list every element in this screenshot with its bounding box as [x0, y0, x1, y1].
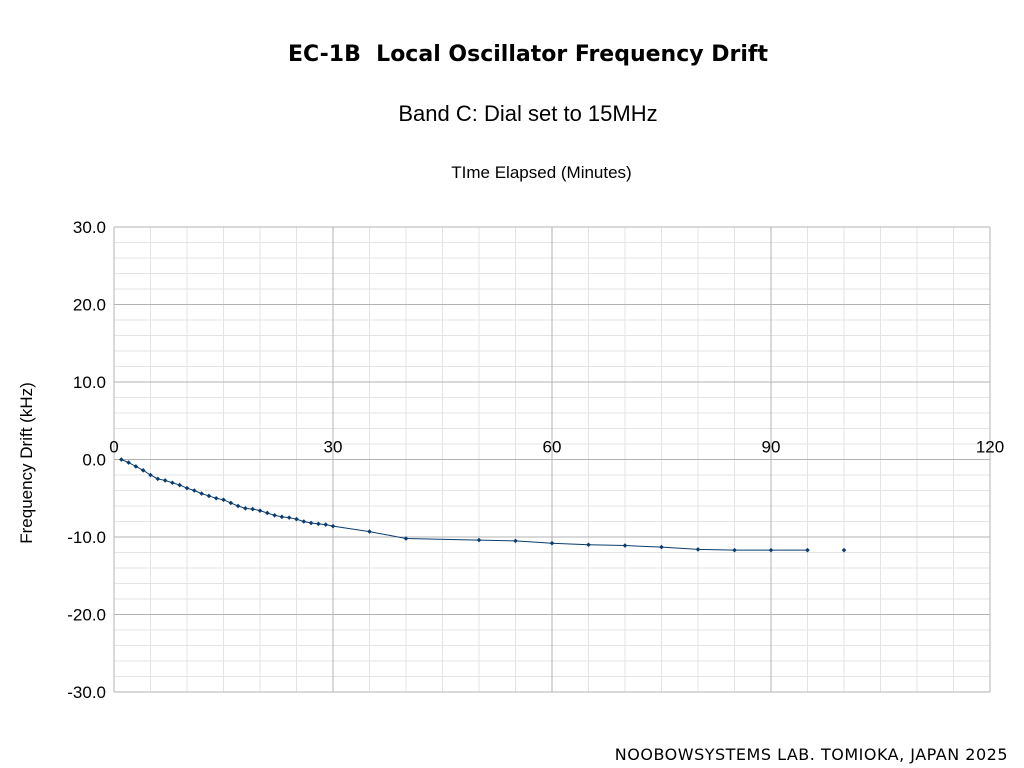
y-tick-label: 10.0 — [73, 373, 106, 392]
data-point — [119, 457, 124, 462]
data-point — [279, 514, 285, 520]
y-tick-label: -20.0 — [67, 606, 106, 625]
data-point — [272, 513, 277, 518]
data-point — [133, 464, 139, 469]
y-tick-label: -30.0 — [67, 683, 106, 702]
data-point — [308, 520, 314, 526]
data-point — [367, 529, 372, 534]
x-tick-label: 120 — [976, 438, 1004, 457]
data-series — [119, 457, 847, 553]
data-point — [622, 543, 628, 548]
x-tick-label: 60 — [543, 438, 562, 457]
data-point — [301, 519, 307, 524]
y-tick-label: -10.0 — [67, 528, 106, 547]
data-point — [549, 540, 555, 546]
data-point — [257, 508, 263, 513]
data-point — [243, 506, 248, 511]
axes — [113, 227, 990, 692]
data-point — [403, 536, 409, 541]
data-point — [586, 542, 591, 548]
data-point — [206, 493, 212, 499]
data-point — [155, 476, 161, 482]
x-tick-label: 0 — [109, 438, 118, 457]
data-point — [265, 510, 270, 516]
chart-subtitle: Band C: Dial set to 15MHz — [398, 101, 658, 126]
data-point — [476, 537, 482, 543]
data-point — [126, 460, 131, 465]
y-tick-label: 30.0 — [73, 218, 106, 237]
data-point — [286, 515, 292, 520]
chart-title: EC-1B Local Oscillator Frequency Drift — [287, 42, 769, 67]
data-point — [148, 472, 153, 478]
data-point — [162, 478, 168, 483]
data-point — [316, 521, 321, 527]
data-point — [250, 506, 255, 512]
data-point — [213, 495, 219, 501]
data-point — [323, 522, 328, 527]
data-point — [177, 482, 182, 488]
data-point — [513, 538, 518, 544]
data-point — [768, 547, 774, 553]
data-point — [235, 503, 241, 509]
data-point — [228, 500, 234, 506]
data-point — [192, 488, 197, 493]
data-point — [221, 497, 226, 503]
data-point — [841, 547, 847, 553]
footer-credit: NOOBOWSYSTEMS LAB. TOMIOKA, JAPAN 2025 — [614, 745, 1008, 764]
data-point — [184, 485, 190, 491]
data-point — [732, 547, 737, 553]
x-axis-title: TIme Elapsed (Minutes) — [451, 163, 632, 182]
data-point — [695, 547, 701, 552]
y-tick-label: 0.0 — [82, 451, 106, 470]
x-tick-label: 90 — [762, 438, 781, 457]
data-point — [294, 516, 299, 522]
data-point — [659, 544, 664, 550]
x-tick-label: 30 — [324, 438, 343, 457]
tick-labels: 30.0 20.0 10.0 0.0 -10.0 -20.0 -30.0 0 30 60 90 120 — [67, 218, 1004, 702]
data-point — [330, 523, 336, 529]
data-point — [170, 480, 175, 486]
data-point — [199, 491, 204, 496]
data-point — [805, 547, 810, 553]
data-point — [140, 468, 146, 473]
y-tick-label: 20.0 — [73, 296, 106, 315]
